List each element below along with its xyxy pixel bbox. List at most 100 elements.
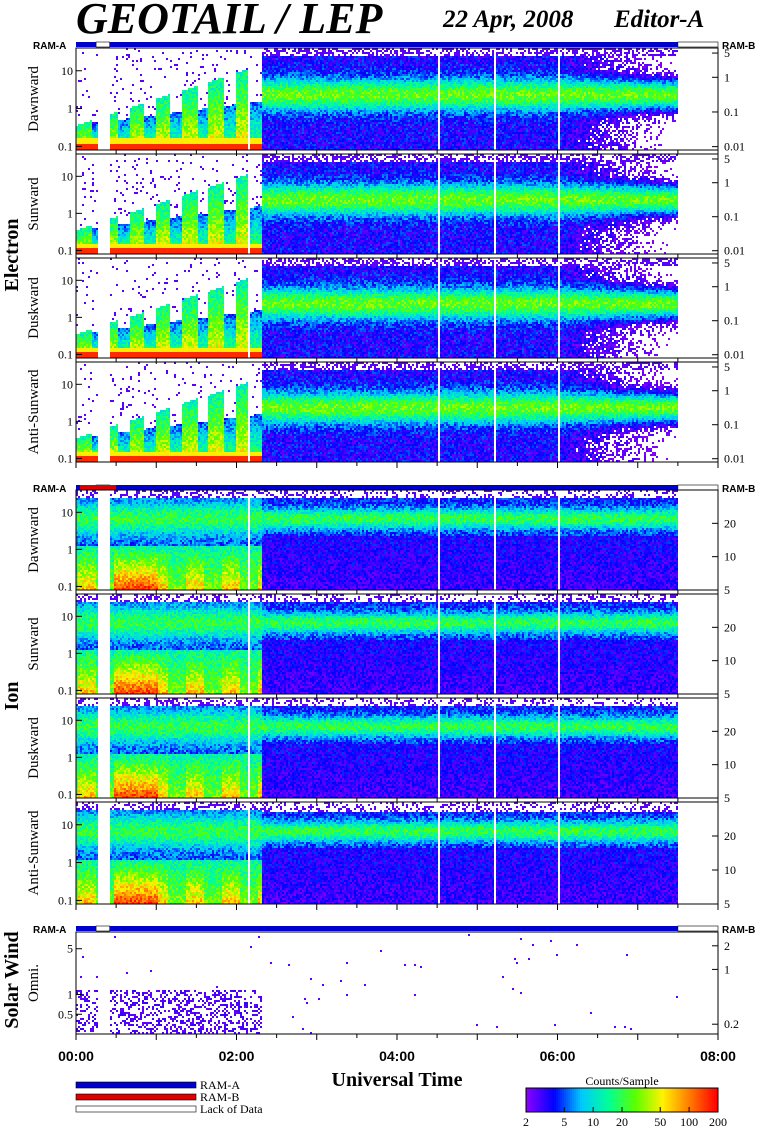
- figure-editor: Editor-A: [613, 6, 704, 33]
- colorbar-tick-label: 20: [616, 1115, 628, 1128]
- lack-of-data-bar: [96, 42, 110, 47]
- heatmap-i-dawn: [76, 490, 678, 590]
- y-right-tick-label: 0.1: [724, 418, 739, 432]
- colorbar-tick-label: 2: [523, 1115, 529, 1128]
- group-label-ion: Ion: [1, 682, 23, 711]
- ram-a-label: RAM-A: [33, 41, 66, 52]
- y-right-tick-label: 5: [724, 360, 730, 374]
- colorbar-title: Counts/Sample: [585, 1074, 658, 1088]
- y-right-tick-label: 0.1: [724, 210, 739, 224]
- y-right-tick-label: 20: [724, 516, 736, 530]
- x-tick-label: 04:00: [379, 1048, 415, 1064]
- y-tick-label: 1: [67, 988, 73, 1002]
- y-tick-label: 1: [67, 750, 73, 764]
- colorbar-tick-label: 200: [709, 1115, 727, 1128]
- y-tick-label: 1: [67, 856, 73, 870]
- y-right-tick-label: 20: [724, 829, 736, 843]
- spectrogram-panels: 1010.1510.10.01Dawnward1010.1510.10.01Su…: [26, 46, 745, 1040]
- y-right-tick-label: 20: [724, 724, 736, 738]
- panel-label-i-dusk: Duskward: [26, 717, 42, 779]
- geotail-lep-figure: GEOTAIL / LEP 22 Apr, 2008 Editor-A RAM-…: [0, 0, 762, 1128]
- lack-of-data-bar: [678, 42, 718, 47]
- panel-label-i-dawn: Dawnward: [26, 507, 42, 573]
- y-right-tick-label: 0.1: [724, 105, 739, 119]
- y-tick-label: 10: [61, 64, 73, 78]
- panel-label-e-dusk: Duskward: [26, 277, 42, 339]
- group-label-electron: Electron: [1, 219, 23, 292]
- y-right-tick-label: 0.2: [724, 1017, 739, 1031]
- colorbar-tick-label: 100: [680, 1115, 698, 1128]
- y-right-tick-label: 5: [724, 152, 730, 166]
- panel-label-e-dawn: Dawnward: [26, 66, 42, 132]
- y-tick-label: 0.1: [58, 893, 73, 907]
- y-tick-label: 1: [67, 414, 73, 428]
- y-tick-label: 0.1: [58, 579, 73, 593]
- ram-b-label: RAM-B: [722, 925, 755, 936]
- ram-a-label: RAM-A: [33, 925, 66, 936]
- y-tick-label: 0.1: [58, 139, 73, 153]
- ram-a-bar: [76, 485, 678, 490]
- lack-of-data-bar: [678, 485, 718, 490]
- y-right-tick-label: 1: [724, 384, 730, 398]
- y-tick-label: 0.1: [58, 347, 73, 361]
- heatmap-e-sun: [76, 154, 678, 254]
- heatmap-i-dusk: [76, 698, 678, 798]
- y-tick-label: 0.5: [58, 1007, 73, 1021]
- y-tick-label: 10: [61, 169, 73, 183]
- y-right-tick-label: 5: [724, 256, 730, 270]
- time-axis: 00:00 02:00 04:00 06:00 08:00: [58, 1048, 736, 1064]
- heatmap-i-sun: [76, 594, 678, 694]
- y-tick-label: 10: [61, 377, 73, 391]
- colorbar-tick-label: 10: [587, 1115, 599, 1128]
- y-right-tick-label: 20: [724, 620, 736, 634]
- y-right-tick-label: 0.1: [724, 314, 739, 328]
- legend-swatch: [76, 1094, 196, 1100]
- panel-label-i-sun: Sunward: [26, 617, 42, 671]
- y-tick-label: 0.1: [58, 683, 73, 697]
- y-right-tick-label: 10: [724, 654, 736, 668]
- panel-i-anti: 10 1 0.1 20 10 5 Anti-Sunward: [26, 802, 736, 911]
- y-tick-label: 1: [67, 646, 73, 660]
- heatmap-e-anti: [76, 362, 678, 462]
- y-tick-label: 1: [67, 102, 73, 116]
- y-right-tick-label: 5: [724, 897, 730, 911]
- y-right-tick-label: 5: [724, 46, 730, 60]
- lack-of-data-bar: [678, 926, 718, 931]
- y-tick-label: 1: [67, 542, 73, 556]
- panel-label-sw-omni: Omni.: [26, 964, 42, 1002]
- y-tick-label: 10: [61, 713, 73, 727]
- lack-of-data-bar: [96, 926, 110, 931]
- legend-swatch: [76, 1082, 196, 1088]
- y-tick-label: 10: [61, 273, 73, 287]
- legend-label: Lack of Data: [200, 1102, 263, 1116]
- x-axis-title: Universal Time: [332, 1069, 463, 1091]
- x-tick-label: 08:00: [700, 1048, 736, 1064]
- y-right-tick-label: 10: [724, 863, 736, 877]
- y-right-tick-label: 1: [724, 280, 730, 294]
- heatmap-i-anti: [76, 802, 678, 904]
- figure-title: GEOTAIL / LEP: [76, 0, 384, 43]
- colorbar-tick-label: 50: [654, 1115, 666, 1128]
- y-tick-label: 0.1: [58, 787, 73, 801]
- ram-a-label: RAM-A: [33, 484, 66, 495]
- group-labels: Electron Ion Solar Wind: [1, 219, 23, 1029]
- y-right-tick-label: 0.01: [724, 452, 745, 466]
- x-tick-label: 02:00: [219, 1048, 255, 1064]
- figure-date: 22 Apr, 2008: [442, 6, 574, 33]
- y-right-tick-label: 2: [724, 939, 730, 953]
- y-tick-label: 10: [61, 818, 73, 832]
- y-right-tick-label: 5: [724, 583, 730, 597]
- panel-label-i-anti: Anti-Sunward: [26, 810, 42, 895]
- ram-b-bar: [80, 485, 116, 490]
- y-right-tick-label: 5: [724, 791, 730, 805]
- heatmap-e-dawn: [76, 48, 678, 150]
- y-tick-label: 0.1: [58, 243, 73, 257]
- figure-header: GEOTAIL / LEP 22 Apr, 2008 Editor-A: [76, 0, 704, 43]
